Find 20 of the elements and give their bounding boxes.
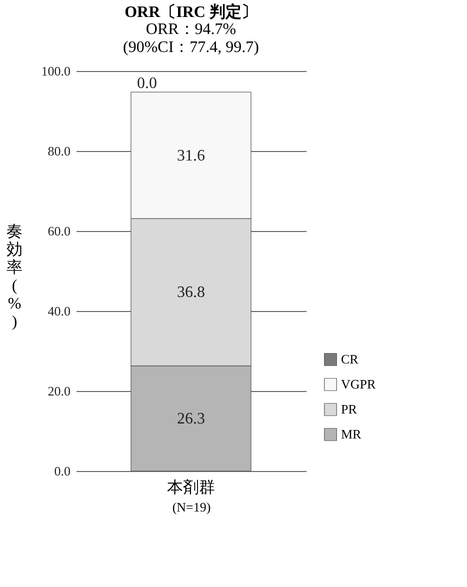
chart-subtitle: ORR：94.7% [146, 21, 236, 38]
data-label: 31.6 [177, 147, 205, 164]
y-tick-label: 80.0 [48, 144, 70, 158]
y-tick-label: 100.0 [41, 64, 70, 78]
y-tick-label: 60.0 [48, 224, 70, 238]
legend-label: VGPR [341, 376, 376, 392]
legend-label: PR [341, 402, 358, 416]
x-tick-label: 本剤群 [167, 478, 215, 496]
legend-label: CR [341, 352, 359, 366]
text: (90%CI：77.4, 99.7) [123, 39, 259, 56]
x-axis-title: (N=19) [172, 500, 211, 514]
chart-title: ORR〔IRC 判定〕 [124, 3, 258, 21]
y-tick-label: 0.0 [54, 464, 70, 478]
y-tick-label: 20.0 [48, 384, 70, 398]
data-label: 26.3 [177, 410, 205, 428]
y-tick-label: 40.0 [48, 304, 70, 318]
data-label: 0.0 [137, 75, 157, 92]
y-axis-title: 奏効率(%) [6, 224, 22, 330]
legend-label: MR [341, 426, 362, 442]
data-label: 36.8 [177, 284, 205, 302]
